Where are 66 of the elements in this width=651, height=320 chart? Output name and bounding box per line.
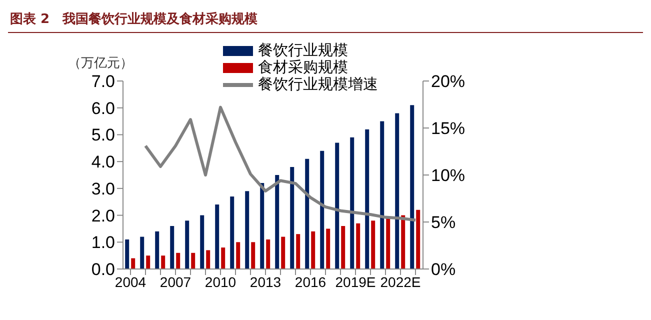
legend-label: 食材采购规模	[258, 58, 348, 76]
bar	[320, 150, 324, 269]
bar	[281, 236, 286, 269]
y2-tick-label: 0%	[431, 260, 456, 280]
x-tick-label: 2007	[160, 274, 192, 290]
x-tick-label: 2016	[294, 274, 326, 290]
x-tick-label: 2013	[250, 274, 282, 290]
legend-label: 餐饮行业规模	[258, 41, 348, 59]
bar	[215, 204, 220, 269]
bar	[200, 215, 204, 269]
bar	[230, 196, 234, 269]
bar	[221, 248, 226, 269]
bar	[341, 226, 346, 269]
bar	[275, 175, 280, 269]
y-tick-label: 4.0	[91, 152, 115, 172]
bar	[350, 137, 354, 269]
y-tick-label: 2.0	[91, 206, 115, 226]
bar	[416, 210, 420, 269]
bar	[155, 231, 160, 269]
x-tick-label: 2022E	[380, 274, 421, 290]
bar	[326, 228, 330, 269]
bar	[170, 226, 174, 269]
bar	[386, 218, 390, 269]
bar	[371, 220, 376, 269]
bar	[131, 258, 136, 269]
y-tick-label: 0.0	[91, 260, 115, 280]
y2-tick-label: 5%	[431, 213, 456, 232]
x-tick-label: 2004	[114, 274, 146, 290]
bar	[410, 105, 414, 269]
bar	[296, 234, 300, 269]
x-tick-label: 2019E	[335, 274, 376, 290]
bar	[251, 242, 256, 269]
y-tick-label: 3.0	[91, 179, 115, 198]
y-tick-label: 5.0	[91, 126, 115, 145]
bar	[236, 242, 240, 269]
line-series	[144, 106, 417, 222]
bar	[161, 256, 166, 269]
y-tick-label: 6.0	[91, 98, 115, 118]
y-tick-label: 1.0	[91, 233, 115, 252]
y-axis-title: （万亿元）	[68, 56, 133, 71]
chart-title: 图表 2 我国餐饮行业规模及食材采购规模	[8, 8, 643, 33]
y-tick-label: 7.0	[91, 72, 115, 92]
bar	[185, 220, 190, 269]
bar	[356, 223, 360, 269]
y2-tick-label: 10%	[431, 166, 466, 186]
bar	[365, 129, 370, 269]
bar	[266, 239, 270, 269]
bar	[395, 113, 400, 269]
bar	[401, 215, 406, 269]
legend-label: 餐饮行业规模增速	[258, 75, 378, 93]
bar	[380, 121, 384, 269]
y2-tick-label: 20%	[431, 72, 466, 92]
y2-tick-label: 15%	[431, 119, 466, 138]
bar	[311, 231, 316, 269]
bar	[305, 158, 310, 269]
bar	[290, 166, 294, 269]
bar	[125, 239, 130, 269]
bar	[176, 252, 180, 269]
bar	[146, 256, 150, 269]
bar	[335, 142, 340, 269]
bar	[206, 250, 210, 269]
x-tick-label: 2010	[204, 274, 236, 290]
bar	[245, 191, 250, 269]
bar	[140, 236, 144, 269]
bar	[260, 183, 264, 269]
bar	[191, 252, 196, 269]
